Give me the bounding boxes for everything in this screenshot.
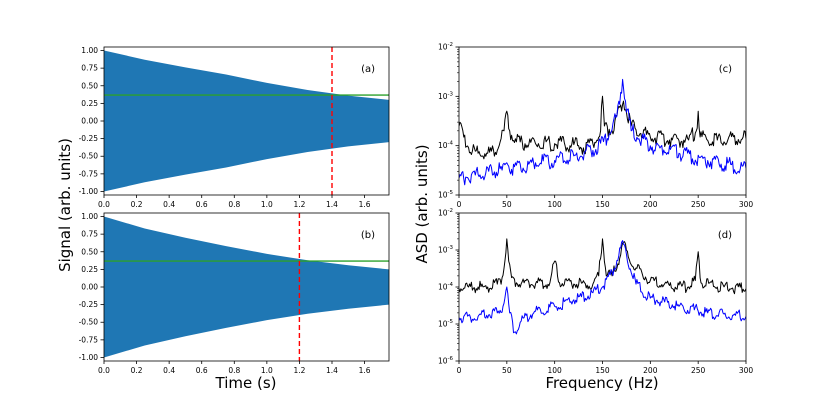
chart-b: 0.0 0.2 0.4 0.6 0.8 1.0 1.2 1.4 1.6 1.00 0.75 0.50 0… bbox=[79, 212, 390, 375]
x-ticks: 0 50 100 150 200 250 300 bbox=[457, 361, 754, 375]
x-tick-label: 0.4 bbox=[163, 366, 175, 375]
x-tick-label: 0.2 bbox=[131, 366, 143, 375]
y-tick-label: 10-3 bbox=[438, 245, 454, 255]
asd-series-blue bbox=[459, 78, 746, 186]
y-tick-label: -0.25 bbox=[79, 300, 99, 309]
x-tick-label: 0.8 bbox=[228, 366, 240, 375]
chart-d: 0 50 100 150 200 250 300 10-2 10-3 10-4 10-5 10-6 (d… bbox=[438, 208, 753, 375]
y-tick-label: 10-4 bbox=[438, 282, 454, 292]
asd-series-black bbox=[459, 95, 746, 160]
panels: 0.0 0.2 0.4 0.6 0.8 1.0 1.2 1.4 1.61.000.750.500… bbox=[79, 42, 754, 375]
y-axis-label-signal: Signal (arb. units) bbox=[56, 138, 74, 272]
x-tick-label: 200 bbox=[643, 366, 658, 375]
x-tick-label: 0.0 bbox=[98, 200, 110, 209]
y-tick-label: -0.75 bbox=[79, 335, 99, 344]
plot-area bbox=[459, 78, 746, 186]
x-ticks: 0.0 0.2 0.4 0.6 0.8 1.0 1.2 1.4 1.6 bbox=[98, 195, 371, 209]
x-tick-label: 0.2 bbox=[131, 200, 143, 209]
x-tick-label: 150 bbox=[595, 366, 610, 375]
x-tick-label: 0 bbox=[457, 366, 462, 375]
y-tick-label: -0.75 bbox=[79, 169, 99, 178]
signal-envelope bbox=[104, 216, 389, 358]
y-tick-label: 10-6 bbox=[438, 356, 454, 366]
x-tick-label: 0.4 bbox=[163, 200, 175, 209]
x-tick-label: 1.2 bbox=[293, 200, 305, 209]
y-tick-label: 10-4 bbox=[438, 141, 454, 151]
x-tick-label: 300 bbox=[739, 366, 754, 375]
x-tick-label: 1.4 bbox=[326, 366, 338, 375]
y-tick-label: -0.50 bbox=[79, 318, 99, 327]
x-ticks: 0.0 0.2 0.4 0.6 0.8 1.0 1.2 1.4 1.6 bbox=[98, 361, 371, 375]
y-tick-label: 0.25 bbox=[81, 265, 98, 274]
x-tick-label: 50 bbox=[502, 366, 512, 375]
y-tick-label: 0.50 bbox=[81, 247, 98, 256]
x-tick-label: 0.0 bbox=[98, 366, 110, 375]
x-tick-label: 0 bbox=[457, 200, 462, 209]
x-ticks: 0 50 100 150 200 250 300 bbox=[457, 195, 754, 209]
y-tick-label: 10-3 bbox=[438, 91, 454, 101]
x-tick-label: 1.2 bbox=[293, 366, 305, 375]
panel-label: (c) bbox=[719, 64, 732, 75]
x-tick-label: 1.6 bbox=[359, 366, 371, 375]
asd-series-black bbox=[459, 238, 746, 295]
x-tick-label: 200 bbox=[643, 200, 658, 209]
y-tick-label: 10-2 bbox=[438, 208, 453, 218]
y-tick-label: 10-2 bbox=[438, 42, 453, 52]
y-tick-label: 10-5 bbox=[438, 190, 454, 200]
y-tick-label: -1.00 bbox=[79, 187, 99, 196]
x-tick-label: 100 bbox=[548, 200, 563, 209]
plot-frame bbox=[458, 46, 747, 196]
y-ticks: 10-2 10-3 10-4 10-5 bbox=[438, 42, 459, 200]
y-ticks: 1.00 0.75 0.50 0.25 0.00 -0.25 -0.50 -0.75 -1.00 bbox=[79, 212, 104, 362]
x-tick-label: 0.6 bbox=[196, 366, 208, 375]
x-tick-label: 250 bbox=[691, 366, 706, 375]
x-tick-label: 100 bbox=[548, 366, 563, 375]
y-tick-label: 1.00 bbox=[81, 46, 98, 55]
signal-envelope bbox=[104, 50, 389, 192]
y-axis-label-asd: ASD (arb. units) bbox=[413, 144, 431, 263]
y-tick-label: 0.50 bbox=[81, 81, 98, 90]
x-tick-label: 300 bbox=[739, 200, 754, 209]
y-tick-label: 0.75 bbox=[81, 230, 98, 239]
asd-series-blue bbox=[459, 240, 746, 335]
y-tick-label: -0.25 bbox=[79, 134, 99, 143]
y-tick-label: 0.00 bbox=[81, 283, 98, 292]
y-ticks: 1.00 0.75 0.50 0.25 0.00 -0.25 -0.50 -0.75 -1.00 bbox=[79, 46, 104, 196]
plot-area bbox=[104, 47, 389, 195]
x-tick-label: 50 bbox=[502, 200, 512, 209]
panel-label: (d) bbox=[718, 230, 732, 241]
chart-c: 0 50 100 150 200 250 300 10-2 10-3 10-4 10-5 (c) bbox=[438, 42, 753, 209]
y-tick-label: 1.00 bbox=[81, 212, 98, 221]
x-tick-label: 1.0 bbox=[261, 200, 273, 209]
x-axis-label-time: Time (s) bbox=[215, 374, 277, 392]
x-tick-label: 0.8 bbox=[228, 200, 240, 209]
y-tick-label: 0.00 bbox=[81, 117, 98, 126]
x-tick-label: 1.0 bbox=[261, 366, 273, 375]
x-tick-label: 150 bbox=[595, 200, 610, 209]
panel-label: (a) bbox=[361, 64, 375, 75]
y-tick-label: -0.50 bbox=[79, 152, 99, 161]
x-tick-label: 1.6 bbox=[359, 200, 371, 209]
chart-a: 0.0 0.2 0.4 0.6 0.8 1.0 1.2 1.4 1.6 1.00 0.75 0.50 0… bbox=[79, 46, 390, 209]
x-tick-label: 1.4 bbox=[326, 200, 338, 209]
y-tick-label: 10-5 bbox=[438, 319, 454, 329]
x-tick-label: 250 bbox=[691, 200, 706, 209]
x-tick-label: 0.6 bbox=[196, 200, 208, 209]
panel-label: (b) bbox=[361, 230, 375, 241]
y-tick-label: -1.00 bbox=[79, 353, 99, 362]
y-tick-label: 0.25 bbox=[81, 99, 98, 108]
y-tick-label: 0.75 bbox=[81, 64, 98, 73]
y-ticks: 10-2 10-3 10-4 10-5 10-6 bbox=[438, 208, 459, 366]
plot-area bbox=[104, 213, 389, 361]
plot-area bbox=[459, 238, 746, 335]
x-axis-label-frequency: Frequency (Hz) bbox=[545, 374, 658, 392]
